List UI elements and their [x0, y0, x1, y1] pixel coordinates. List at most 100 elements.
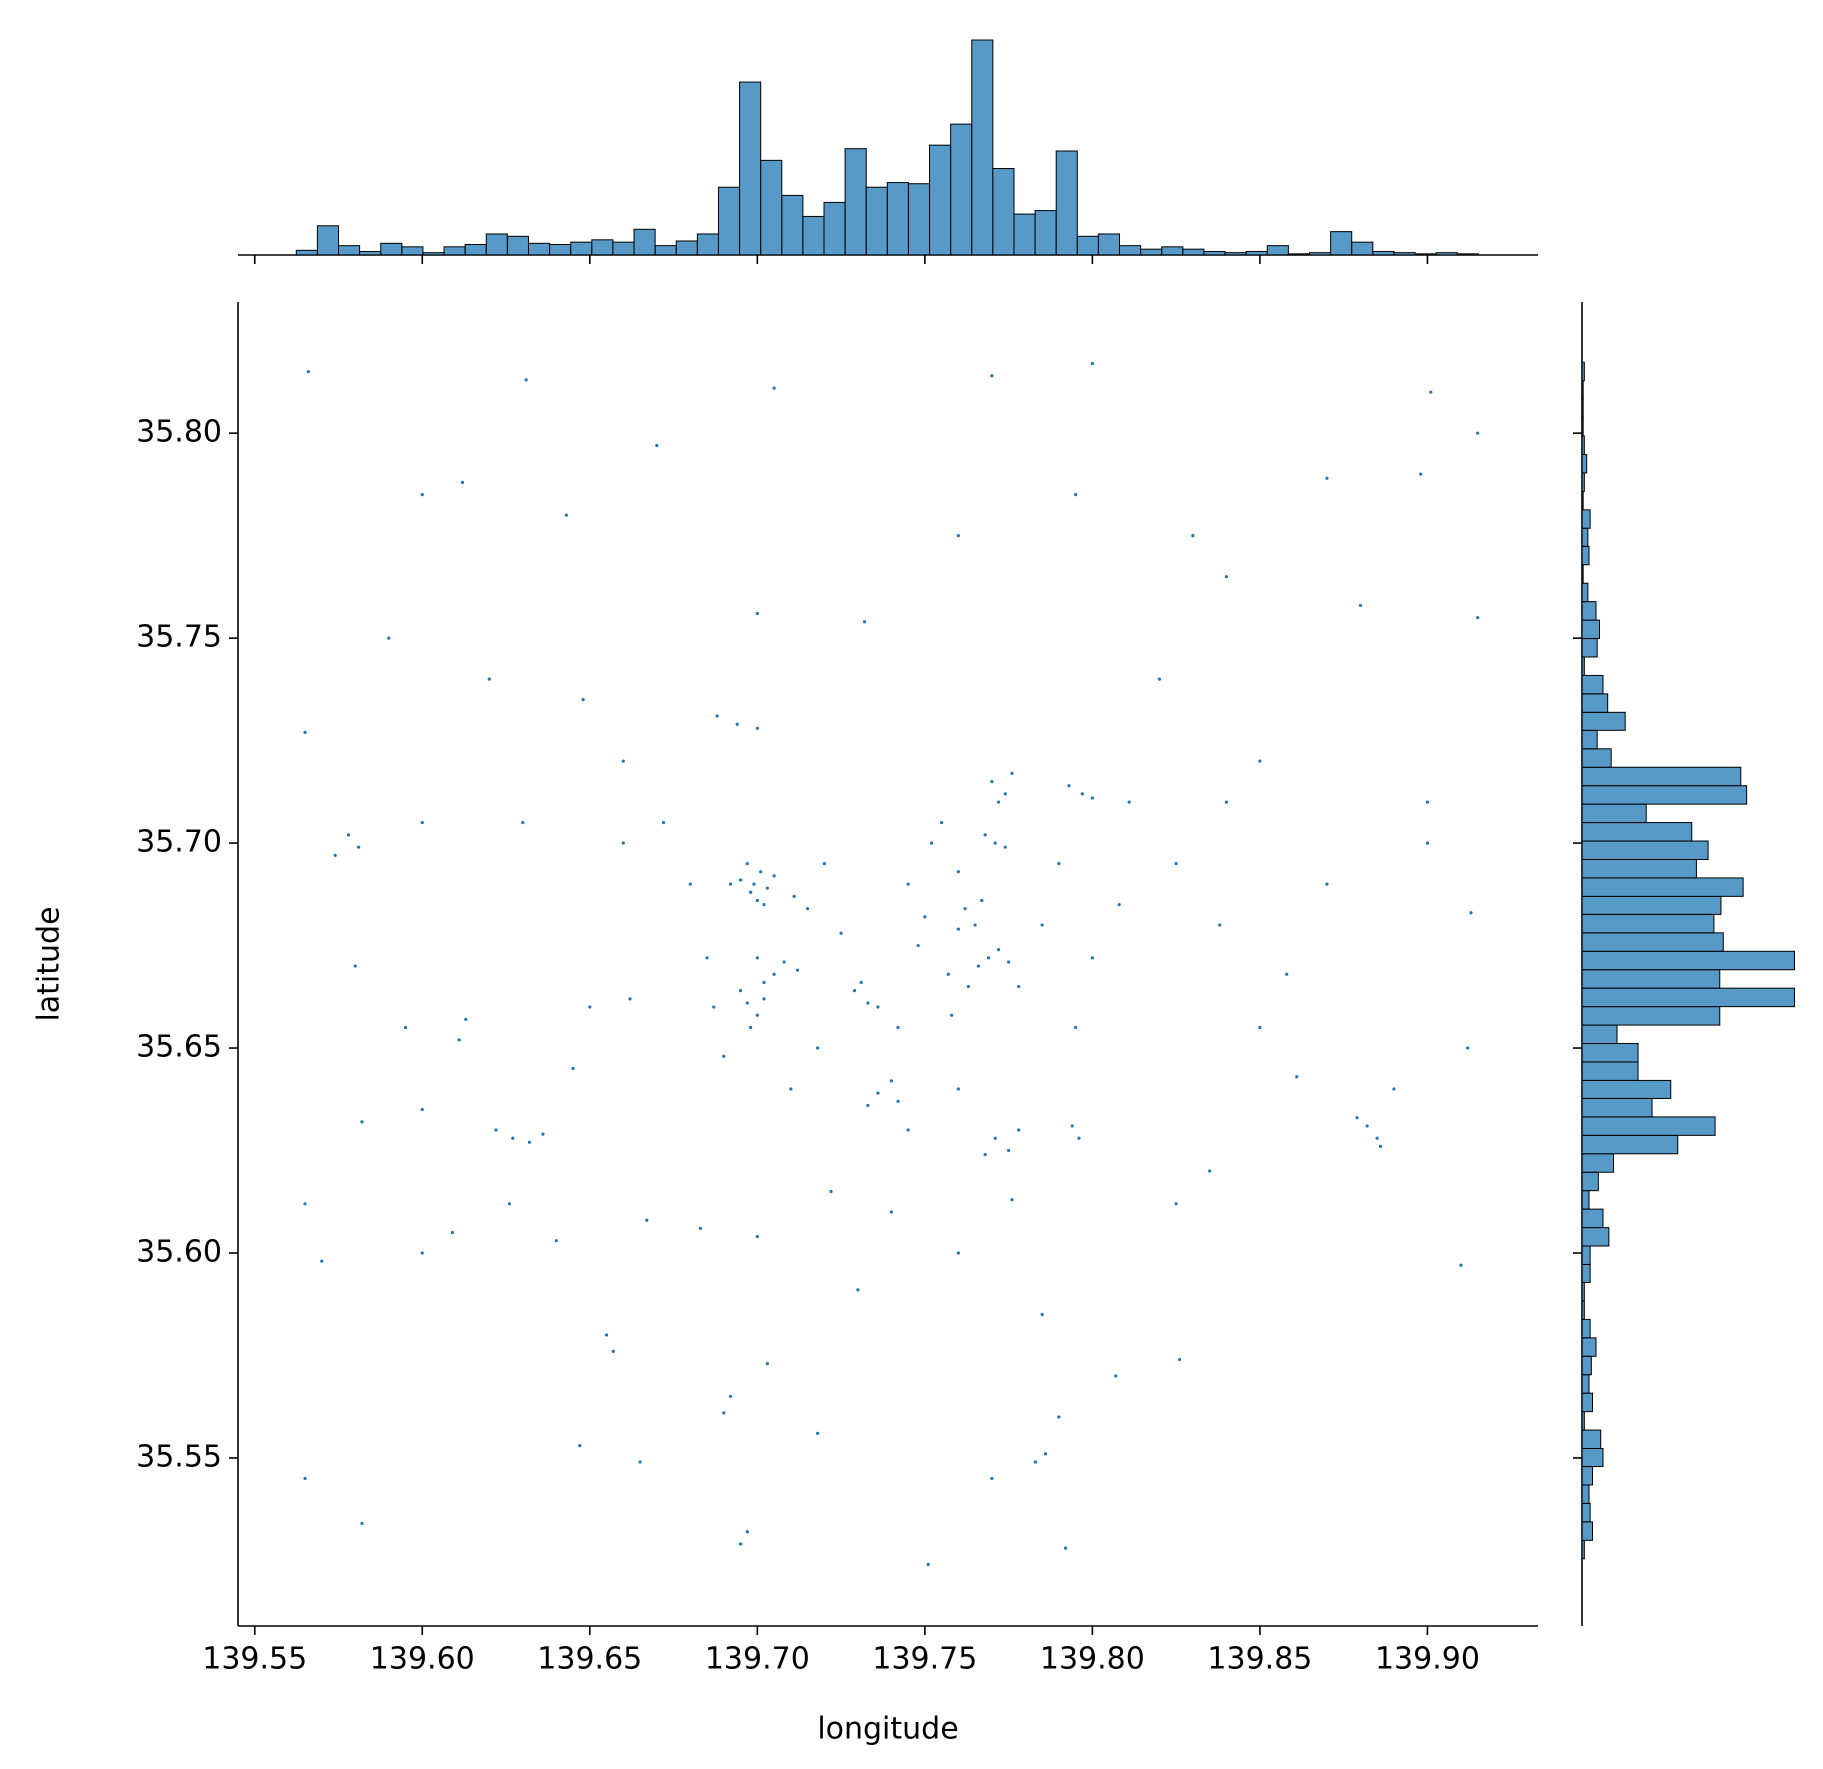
hist-bar	[1182, 248, 1205, 256]
y-tick-label: 35.80	[136, 415, 222, 450]
scatter-point	[1010, 1198, 1014, 1202]
hist-bar	[1581, 545, 1590, 566]
hist-bar	[527, 242, 551, 256]
hist-bar	[1581, 1116, 1716, 1136]
hist-bar	[1581, 1318, 1591, 1339]
hist-bar	[1581, 1171, 1599, 1192]
scatter-point	[1224, 575, 1229, 579]
scatter-point	[752, 882, 756, 886]
hist-bar	[1581, 1281, 1585, 1302]
scatter-point	[906, 882, 910, 886]
scatter-point	[420, 820, 424, 825]
scatter-point	[1114, 1374, 1118, 1378]
scatter-point	[993, 1136, 997, 1140]
scatter-point	[1378, 1144, 1383, 1149]
scatter-point	[655, 443, 659, 448]
hist-bar	[1581, 435, 1585, 455]
scatter-point	[1355, 1116, 1359, 1120]
hist-bar	[295, 249, 318, 256]
hist-bar	[1581, 656, 1585, 676]
scatter-point	[1017, 984, 1021, 989]
scatter-point	[745, 1530, 749, 1534]
hist-bar	[1581, 582, 1589, 603]
scatter-point	[738, 989, 743, 993]
scatter-point	[980, 898, 984, 903]
hist-bar	[1581, 1448, 1604, 1468]
scatter-point	[346, 833, 351, 837]
hist-bar	[1581, 490, 1584, 511]
scatter-point	[320, 1259, 324, 1263]
scatter-point	[1010, 771, 1014, 775]
hist-bar	[1581, 380, 1584, 400]
hist-bar	[1581, 785, 1748, 805]
hist-bar	[802, 215, 825, 256]
hist-bar	[1581, 803, 1647, 824]
hist-bar	[380, 242, 403, 256]
scatter-point	[303, 1202, 307, 1206]
x-axis-label: longitude	[817, 1712, 958, 1747]
hist-bar	[1581, 1466, 1594, 1486]
scatter-point	[963, 907, 967, 911]
scatter-point	[1218, 923, 1222, 927]
hist-bar	[1581, 748, 1612, 768]
scatter-point	[1466, 1046, 1470, 1050]
scatter-point	[420, 493, 424, 497]
scatter-point	[621, 841, 625, 845]
hist-bar	[1330, 231, 1353, 256]
scatter-point	[852, 989, 857, 993]
scatter-point	[1040, 1312, 1044, 1317]
scatter-point	[1074, 493, 1078, 497]
hist-bar	[485, 233, 508, 256]
scatter-point	[738, 1542, 743, 1546]
scatter-point	[762, 997, 766, 1001]
scatter-point	[983, 833, 987, 837]
scatter-point	[564, 513, 568, 517]
hist-bar	[1581, 766, 1742, 787]
hist-bar	[1581, 969, 1721, 989]
scatter-point	[1476, 616, 1480, 620]
scatter-point	[782, 960, 786, 964]
hist-bar	[696, 233, 719, 256]
scatter-point	[1043, 1452, 1048, 1456]
scatter-point	[507, 1202, 511, 1206]
hist-bar	[760, 159, 783, 256]
scatter-point	[896, 1025, 900, 1030]
hist-bar	[1581, 1263, 1591, 1283]
scatter-point	[1174, 1202, 1178, 1206]
scatter-point	[1090, 361, 1094, 366]
scatter-point	[1033, 1460, 1038, 1464]
scatter-point	[1090, 956, 1094, 960]
scatter-point	[795, 968, 800, 972]
scatter-point	[403, 1025, 408, 1030]
hist-bar	[675, 240, 698, 256]
scatter-point	[755, 898, 759, 903]
scatter-point	[360, 1521, 364, 1526]
scatter-point	[715, 714, 719, 718]
scatter-point	[762, 980, 766, 985]
hist-bar	[781, 194, 804, 256]
scatter-point	[494, 1128, 498, 1132]
scatter-point	[862, 620, 867, 624]
hist-bar	[1581, 1208, 1604, 1229]
scatter-point	[755, 1234, 759, 1239]
hist-bar	[359, 250, 382, 256]
hist-bar	[950, 123, 973, 256]
hist-bar	[1581, 1006, 1721, 1026]
hist-bar	[1393, 252, 1416, 256]
hist-bar	[1581, 840, 1709, 860]
hist-bar	[1581, 1153, 1615, 1173]
hist-bar	[1581, 858, 1697, 879]
hist-bar	[1581, 1429, 1602, 1450]
scatter-point	[1117, 902, 1121, 907]
scatter-point	[420, 1107, 424, 1112]
scatter-point	[571, 1066, 575, 1071]
hist-bar	[1581, 693, 1609, 713]
hist-bar	[549, 243, 572, 256]
scatter-point	[789, 1087, 793, 1091]
hist-bar	[1119, 245, 1142, 256]
hist-bar	[1581, 1245, 1591, 1265]
x-tick-label: 139.55	[202, 1642, 307, 1677]
scatter-point	[1469, 911, 1473, 915]
scatter-point	[1003, 792, 1007, 796]
scatter-point	[698, 1226, 702, 1230]
